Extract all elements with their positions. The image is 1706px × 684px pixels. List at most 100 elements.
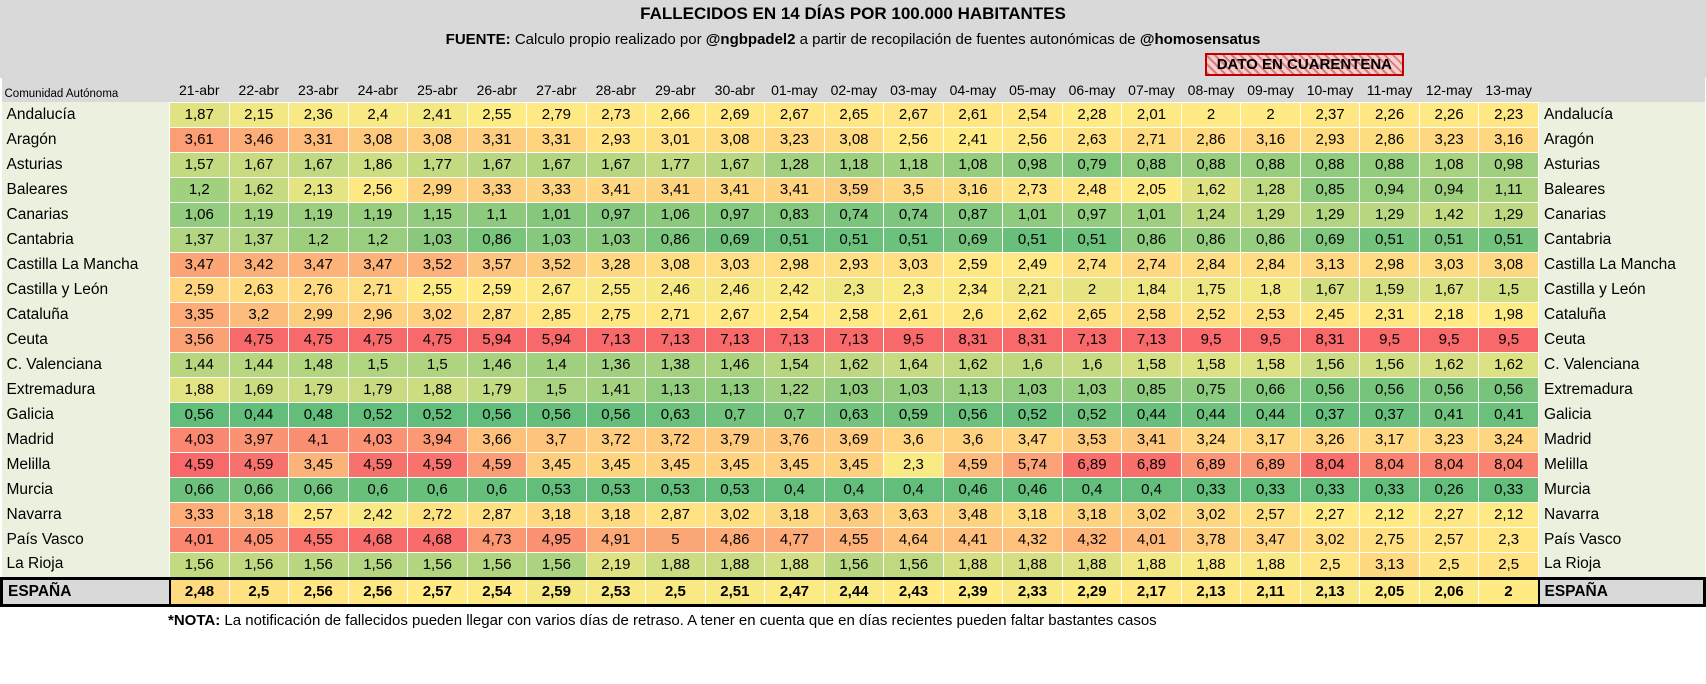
data-cell[interactable]: 1,67 [1418, 276, 1480, 303]
data-cell[interactable]: 8,04 [1359, 451, 1420, 478]
data-cell[interactable]: 4,03 [347, 426, 409, 453]
data-cell[interactable]: 0,37 [1299, 401, 1361, 428]
data-cell[interactable]: 1,88 [942, 551, 1004, 579]
data-cell[interactable]: 0,56 [1299, 376, 1361, 403]
date-header[interactable]: 11-may [1359, 78, 1420, 102]
data-cell[interactable]: 3,45 [764, 451, 825, 478]
data-cell[interactable]: 2,05 [1121, 176, 1182, 203]
data-cell[interactable]: 3,52 [526, 251, 587, 278]
region-label-left[interactable]: ESPAÑA [0, 576, 171, 607]
region-label-left[interactable]: Murcia [1, 477, 170, 502]
data-cell[interactable]: 2,06 [1418, 576, 1480, 607]
data-cell[interactable]: 0,7 [704, 401, 766, 428]
region-label-right[interactable]: Extremadura [1538, 377, 1705, 402]
data-cell[interactable]: 1,08 [1418, 151, 1480, 178]
data-cell[interactable]: 6,89 [1240, 451, 1301, 478]
data-cell[interactable]: 1,88 [1240, 551, 1301, 579]
data-cell[interactable]: 0,53 [645, 476, 706, 503]
data-cell[interactable]: 0,4 [1061, 476, 1123, 503]
data-cell[interactable]: 3,08 [347, 126, 409, 153]
data-cell[interactable]: 1,67 [1299, 276, 1361, 303]
data-cell[interactable]: 1,28 [1240, 176, 1301, 203]
data-cell[interactable]: 1,57 [169, 151, 230, 178]
data-cell[interactable]: 2,49 [1002, 251, 1063, 278]
data-cell[interactable]: 1,88 [1061, 551, 1123, 579]
data-cell[interactable]: 0,46 [942, 476, 1004, 503]
date-header[interactable]: 07-may [1121, 78, 1182, 102]
data-cell[interactable]: 0,69 [704, 226, 766, 253]
data-cell[interactable]: 3,08 [704, 126, 766, 153]
region-label-left[interactable]: Melilla [1, 452, 170, 477]
data-cell[interactable]: 9,5 [1180, 326, 1242, 353]
region-label-left[interactable]: Castilla y León [1, 277, 170, 302]
data-cell[interactable]: 3,18 [526, 501, 587, 528]
region-label-right[interactable]: Navarra [1538, 502, 1705, 527]
data-cell[interactable]: 3,28 [585, 251, 647, 278]
data-cell[interactable]: 1,67 [526, 151, 587, 178]
data-cell[interactable]: 2,63 [1061, 126, 1123, 153]
data-cell[interactable]: 1,6 [1002, 351, 1063, 378]
data-cell[interactable]: 3,45 [823, 451, 885, 478]
data-cell[interactable]: 1,69 [228, 376, 290, 403]
data-cell[interactable]: 2,61 [942, 101, 1004, 128]
data-cell[interactable]: 1,01 [526, 201, 587, 228]
data-cell[interactable]: 2,61 [883, 301, 944, 328]
data-cell[interactable]: 1,2 [347, 226, 409, 253]
data-cell[interactable]: 1,2 [169, 176, 230, 203]
data-cell[interactable]: 4,1 [288, 426, 349, 453]
data-cell[interactable]: 2,84 [1180, 251, 1242, 278]
data-cell[interactable]: 3,02 [407, 301, 468, 328]
data-cell[interactable]: 0,69 [1299, 226, 1361, 253]
data-cell[interactable]: 1,62 [1418, 351, 1480, 378]
data-cell[interactable]: 7,13 [764, 326, 825, 353]
data-cell[interactable]: 2,93 [1299, 126, 1361, 153]
data-cell[interactable]: 0,51 [823, 226, 885, 253]
data-cell[interactable]: 2,56 [1002, 126, 1063, 153]
data-cell[interactable]: 3,02 [1299, 526, 1361, 553]
data-cell[interactable]: 0,51 [1418, 226, 1480, 253]
data-cell[interactable]: 1,44 [228, 351, 290, 378]
data-cell[interactable]: 0,79 [1061, 151, 1123, 178]
data-cell[interactable]: 2,67 [883, 101, 944, 128]
data-cell[interactable]: 4,75 [228, 326, 290, 353]
data-cell[interactable]: 1,42 [1418, 201, 1480, 228]
region-label-left[interactable]: Extremadura [1, 377, 170, 402]
data-cell[interactable]: 4,75 [407, 326, 468, 353]
data-cell[interactable]: 1,03 [1061, 376, 1123, 403]
data-cell[interactable]: 1,15 [407, 201, 468, 228]
data-cell[interactable]: 2,31 [1359, 301, 1420, 328]
data-cell[interactable]: 1,01 [1121, 201, 1182, 228]
data-cell[interactable]: 3,69 [823, 426, 885, 453]
region-label-right[interactable]: Ceuta [1538, 327, 1705, 352]
data-cell[interactable]: 3,94 [407, 426, 468, 453]
region-label-left[interactable]: Aragón [1, 127, 170, 152]
data-cell[interactable]: 1,88 [1121, 551, 1182, 579]
data-cell[interactable]: 2,46 [645, 276, 706, 303]
data-cell[interactable]: 4,59 [347, 451, 409, 478]
region-label-left[interactable]: Madrid [1, 427, 170, 452]
data-cell[interactable]: 2,13 [1180, 576, 1242, 607]
data-cell[interactable]: 2,67 [704, 301, 766, 328]
data-cell[interactable]: 3,13 [1359, 551, 1420, 579]
region-label-left[interactable]: País Vasco [1, 527, 170, 552]
data-cell[interactable]: 3,45 [704, 451, 766, 478]
data-cell[interactable]: 0,88 [1299, 151, 1361, 178]
data-cell[interactable]: 3,46 [228, 126, 290, 153]
data-cell[interactable]: 3,08 [823, 126, 885, 153]
data-cell[interactable]: 2,5 [1418, 551, 1480, 579]
data-cell[interactable]: 2,12 [1359, 501, 1420, 528]
data-cell[interactable]: 2,59 [466, 276, 528, 303]
data-cell[interactable]: 2,28 [1061, 101, 1123, 128]
region-label-right[interactable]: Baleares [1538, 177, 1705, 202]
data-cell[interactable]: 2,54 [466, 576, 528, 607]
data-cell[interactable]: 2,71 [1121, 126, 1182, 153]
data-cell[interactable]: 3,61 [169, 126, 230, 153]
data-cell[interactable]: 1,88 [1180, 551, 1242, 579]
data-cell[interactable]: 2,62 [1002, 301, 1063, 328]
data-cell[interactable]: 2,21 [1002, 276, 1063, 303]
data-cell[interactable]: 4,32 [1002, 526, 1063, 553]
date-header[interactable]: 12-may [1419, 78, 1479, 102]
data-cell[interactable]: 0,33 [1478, 476, 1539, 503]
data-cell[interactable]: 0,52 [347, 401, 409, 428]
data-cell[interactable]: 2 [1240, 101, 1301, 128]
